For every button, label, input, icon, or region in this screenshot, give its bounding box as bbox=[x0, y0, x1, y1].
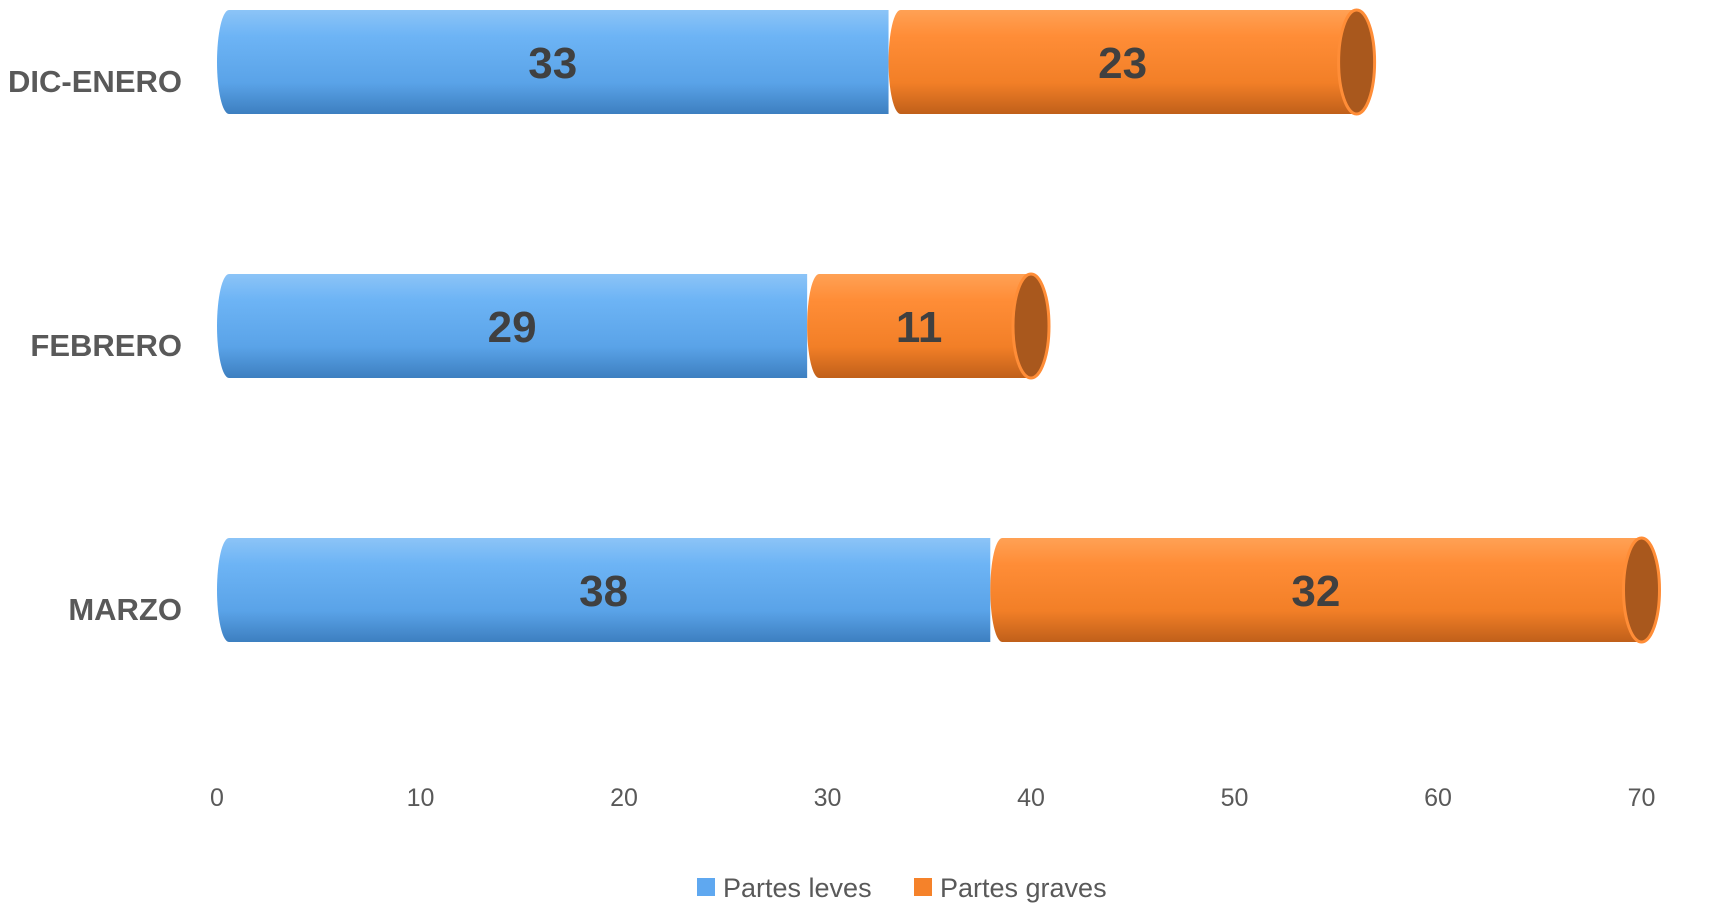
bars-layer: 33 23 29 11 38 32 bbox=[217, 8, 1661, 644]
tick-label-30: 30 bbox=[814, 784, 842, 812]
tick-label-50: 50 bbox=[1221, 784, 1249, 812]
tick-label-10: 10 bbox=[407, 784, 435, 812]
legend-swatch-partes-leves bbox=[697, 878, 715, 896]
legend-item-partes-graves: Partes graves bbox=[914, 873, 1107, 903]
bar-partes-graves-febrero bbox=[807, 274, 1031, 378]
data-label-partes-graves-marzo: 32 bbox=[1291, 567, 1340, 616]
data-label-partes-graves-febrero: 11 bbox=[896, 303, 943, 352]
data-label-partes-graves-dic-enero: 23 bbox=[1098, 39, 1147, 88]
bar-end-cap-dic-enero bbox=[1337, 8, 1377, 116]
legend-label-partes-graves: Partes graves bbox=[940, 873, 1107, 903]
bar-partes-graves-dic-enero bbox=[888, 10, 1357, 114]
bar-partes-leves-marzo bbox=[217, 538, 991, 642]
legend-swatch-partes-graves bbox=[914, 878, 932, 896]
category-label-febrero: FEBRERO bbox=[30, 328, 182, 363]
bar-partes-leves-dic-enero bbox=[217, 10, 889, 114]
data-label-partes-leves-dic-enero: 33 bbox=[528, 39, 577, 88]
category-label-dic-enero: DIC-ENERO bbox=[8, 64, 182, 99]
bar-partes-graves-marzo bbox=[990, 538, 1642, 642]
data-label-partes-leves-febrero: 29 bbox=[488, 303, 537, 352]
legend-label-partes-leves: Partes leves bbox=[723, 873, 872, 903]
tick-label-20: 20 bbox=[610, 784, 638, 812]
category-label-marzo: MARZO bbox=[68, 592, 182, 627]
bar-end-cap-febrero bbox=[1011, 272, 1051, 380]
data-label-partes-leves-marzo: 38 bbox=[579, 567, 628, 616]
bar-partes-leves-febrero bbox=[217, 274, 808, 378]
category-axis: DIC-ENERO FEBRERO MARZO bbox=[8, 64, 182, 627]
tick-label-70: 70 bbox=[1628, 784, 1656, 812]
legend-item-partes-leves: Partes leves bbox=[697, 873, 872, 903]
bar-end-cap-marzo bbox=[1622, 536, 1661, 644]
value-axis: 0 10 20 30 40 50 60 70 bbox=[210, 784, 1655, 812]
tick-label-0: 0 bbox=[210, 784, 224, 812]
tick-label-60: 60 bbox=[1424, 784, 1452, 812]
tick-label-40: 40 bbox=[1017, 784, 1045, 812]
legend: Partes leves Partes graves bbox=[697, 873, 1107, 903]
